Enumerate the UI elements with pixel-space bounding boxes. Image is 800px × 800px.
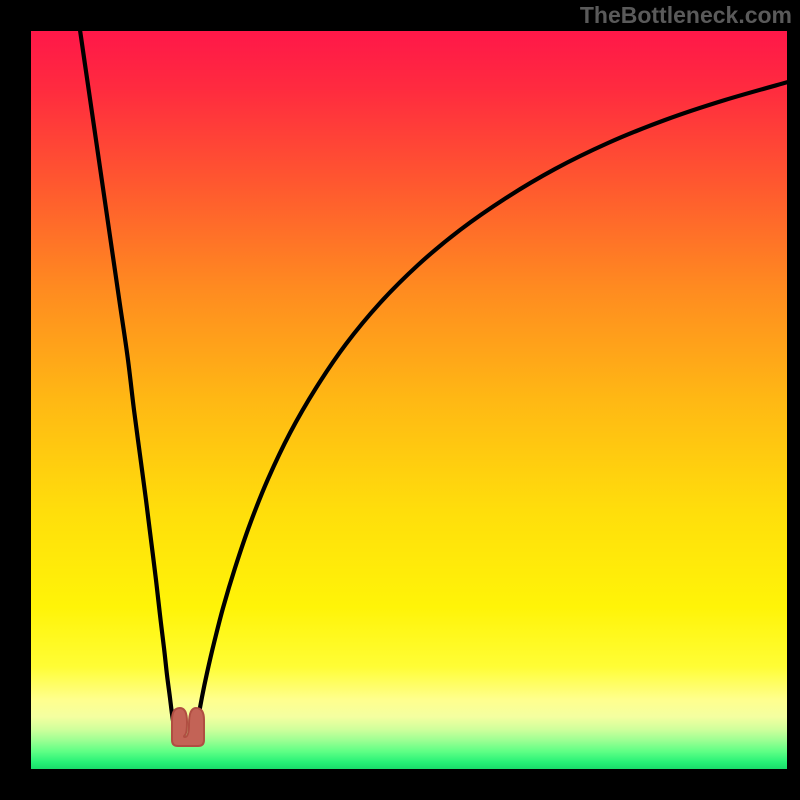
gradient-background — [30, 30, 788, 770]
chart-container: TheBottleneck.com — [0, 0, 800, 800]
bottleneck-chart — [0, 0, 800, 800]
watermark-text: TheBottleneck.com — [580, 2, 792, 29]
